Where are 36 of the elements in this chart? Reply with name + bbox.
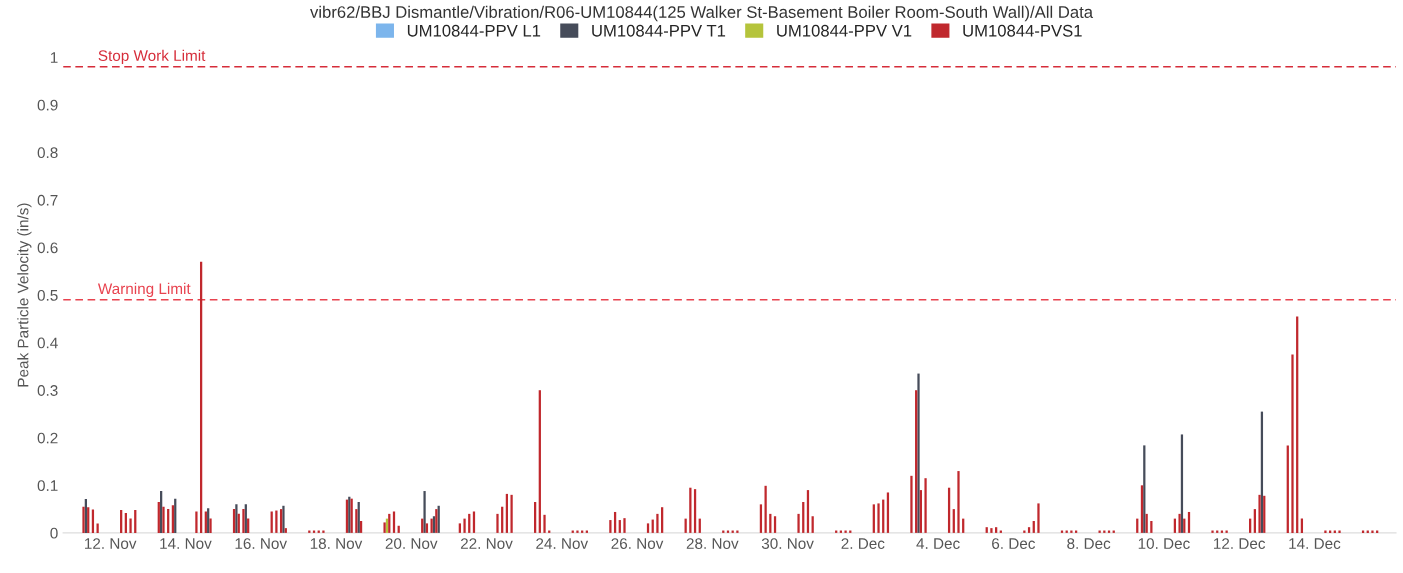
y-tick-label: 0.1 bbox=[37, 480, 58, 492]
legend-label: UM10844-PPV V1 bbox=[777, 24, 912, 37]
x-tick-label: 14. Dec bbox=[1289, 538, 1341, 549]
y-tick-label: 0.6 bbox=[37, 242, 58, 254]
y-tick-label: 0.8 bbox=[37, 147, 58, 159]
legend-label: UM10844-PVS1 bbox=[963, 24, 1082, 37]
y-axis-title: Peak Particle Velocity (in/s) bbox=[17, 203, 32, 387]
legend-label: UM10844-PPV L1 bbox=[407, 24, 541, 37]
y-tick-label: 0.5 bbox=[37, 289, 58, 301]
x-tick-label: 10. Dec bbox=[1138, 538, 1190, 549]
y-tick-label: 0.3 bbox=[37, 385, 58, 396]
x-tick-label: 6. Dec bbox=[992, 538, 1036, 549]
x-tick-label: 12. Dec bbox=[1214, 538, 1266, 549]
x-tick-label: 2. Dec bbox=[841, 538, 885, 549]
x-tick-label: 12. Nov bbox=[85, 538, 137, 549]
ref-line-label: Warning Limit bbox=[97, 282, 191, 298]
x-tick-label: 20. Nov bbox=[385, 538, 438, 549]
y-tick-label: 0.7 bbox=[37, 194, 58, 206]
y-tick-label: 0.9 bbox=[37, 99, 58, 111]
y-tick-label: 0.2 bbox=[37, 432, 58, 444]
x-tick-label: 18. Nov bbox=[310, 538, 363, 549]
y-tick-label: 1 bbox=[50, 52, 58, 63]
y-tick-label: 0.4 bbox=[37, 337, 58, 349]
x-tick-label: 14. Nov bbox=[160, 538, 212, 549]
x-tick-label: 22. Nov bbox=[460, 538, 513, 549]
legend-label: UM10844-PPV T1 bbox=[592, 24, 726, 37]
x-tick-label: 16. Nov bbox=[235, 538, 287, 549]
x-tick-label: 30. Nov bbox=[761, 538, 814, 549]
x-tick-label: 28. Nov bbox=[686, 538, 739, 549]
x-tick-label: 26. Nov bbox=[611, 538, 664, 549]
chart-title: vibr62/BBJ Dismantle/Vibration/R06-UM10844(125 Walker St-Basement Boiler Room-South Wall)/All Data bbox=[310, 5, 1094, 22]
y-tick-label: 0 bbox=[50, 527, 58, 539]
x-tick-label: 4. Dec bbox=[916, 538, 960, 549]
x-tick-label: 8. Dec bbox=[1067, 538, 1111, 549]
ref-line-label: Stop Work Limit bbox=[98, 49, 206, 65]
x-tick-label: 24. Nov bbox=[536, 538, 589, 549]
